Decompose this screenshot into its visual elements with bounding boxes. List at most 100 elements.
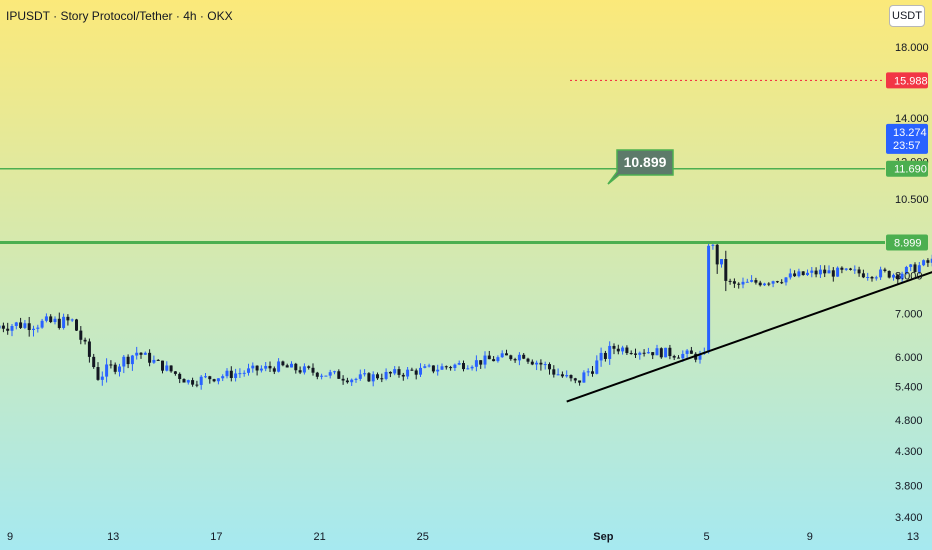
- date-tick-label: 17: [210, 531, 222, 543]
- candle: [152, 359, 156, 363]
- levels-layer: 10.899: [0, 79, 932, 403]
- date-axis[interactable]: 913172125Sep5913172125Oct5913: [7, 531, 932, 543]
- candle: [440, 366, 444, 370]
- candle: [866, 276, 870, 278]
- interval-text[interactable]: 4h: [183, 9, 197, 23]
- candle: [917, 265, 921, 272]
- candle: [221, 376, 225, 379]
- candle: [173, 371, 177, 374]
- candle: [204, 376, 207, 378]
- symbol-text[interactable]: IPUSDT: [6, 9, 50, 23]
- candle: [92, 356, 96, 368]
- candle: [401, 374, 405, 377]
- candle: [161, 360, 164, 371]
- candle: [591, 371, 594, 374]
- candle: [861, 273, 865, 278]
- price-callout: [607, 149, 674, 185]
- candle: [887, 270, 891, 278]
- candle: [238, 373, 242, 375]
- support-badge-upper: [886, 160, 928, 177]
- candle: [414, 370, 418, 375]
- candle: [737, 283, 741, 285]
- candle: [311, 367, 315, 373]
- candle: [32, 328, 35, 330]
- candle: [234, 373, 238, 379]
- candle: [307, 366, 311, 368]
- candle: [19, 322, 23, 328]
- candle: [44, 316, 48, 321]
- title-separator: ·: [172, 9, 184, 23]
- title-separator: ·: [196, 9, 208, 23]
- price-tick-label: 8.000: [895, 271, 923, 283]
- candle: [225, 370, 229, 377]
- candle: [573, 378, 577, 381]
- candle: [315, 372, 319, 377]
- candle: [298, 370, 302, 373]
- price-tick-label: 6.000: [895, 352, 923, 364]
- candle: [14, 322, 18, 326]
- candle: [384, 371, 388, 379]
- candle: [195, 384, 199, 386]
- candle: [320, 375, 324, 377]
- instrument-name: Story Protocol/Tether: [60, 9, 173, 23]
- support-badge-upper-text: 11.690: [894, 164, 927, 176]
- candle: [892, 274, 895, 278]
- chart-title: IPUSDT · Story Protocol/Tether · 4h · OK…: [6, 9, 233, 23]
- candle: [569, 375, 573, 379]
- candle: [535, 362, 539, 365]
- candle: [900, 273, 904, 280]
- candle: [259, 368, 263, 371]
- candle: [788, 273, 792, 278]
- candle: [831, 270, 835, 277]
- candle: [904, 266, 908, 274]
- candle: [681, 353, 685, 359]
- candle: [290, 363, 293, 368]
- candle: [191, 380, 195, 385]
- candle: [62, 316, 66, 328]
- candle: [406, 369, 410, 377]
- candle: [367, 373, 371, 382]
- candle: [677, 357, 680, 359]
- last-price-badge: [886, 123, 928, 154]
- candle: [324, 375, 328, 377]
- candle: [264, 365, 268, 369]
- currency-button[interactable]: USDT: [889, 5, 925, 27]
- candle: [208, 376, 212, 380]
- candle: [337, 371, 341, 379]
- candle: [595, 360, 599, 374]
- candle: [427, 365, 431, 367]
- candle: [642, 352, 646, 354]
- candle: [135, 352, 139, 356]
- candle: [388, 371, 392, 374]
- candle: [565, 375, 569, 377]
- candle: [53, 318, 57, 323]
- candle: [1, 325, 5, 329]
- candle: [758, 282, 762, 286]
- candle: [410, 369, 414, 371]
- price-tick-label: 4.300: [895, 446, 923, 458]
- candle: [806, 272, 809, 276]
- candle: [23, 323, 27, 328]
- target-price-badge-text: 15.988: [894, 75, 928, 87]
- candle: [113, 364, 117, 372]
- candle: [509, 355, 513, 360]
- candle: [530, 361, 534, 365]
- candle: [156, 359, 160, 361]
- candle: [444, 366, 448, 368]
- candle: [109, 364, 113, 366]
- candle: [105, 364, 109, 377]
- candle: [711, 244, 715, 246]
- date-tick-label: 13: [907, 531, 919, 543]
- candle: [780, 282, 784, 284]
- candle: [363, 373, 367, 375]
- candle: [466, 368, 470, 370]
- candle: [371, 374, 375, 382]
- candle: [268, 365, 272, 369]
- candle: [801, 271, 805, 276]
- candle: [879, 269, 883, 278]
- candle: [294, 363, 298, 371]
- candle: [393, 369, 397, 374]
